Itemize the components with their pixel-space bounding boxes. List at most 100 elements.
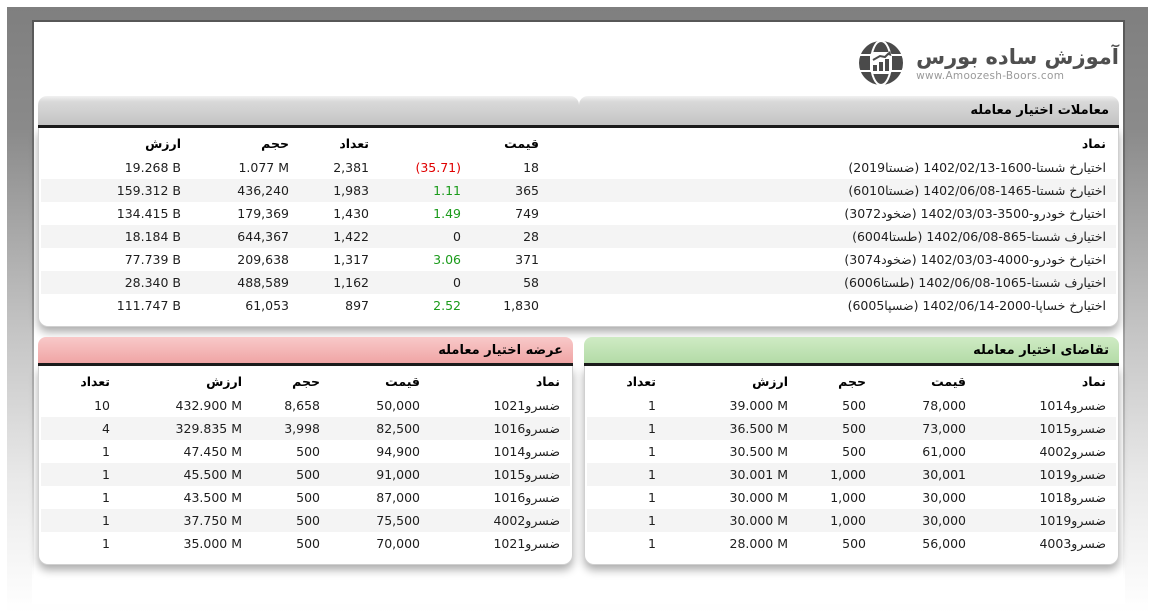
demand-panel-title: تقاضای اختیار معامله bbox=[973, 343, 1109, 358]
col-value: ارزش bbox=[145, 136, 181, 151]
col-volume: حجم bbox=[838, 374, 866, 389]
cell-price: 30,000 bbox=[876, 509, 976, 532]
cell-price: 58 bbox=[471, 271, 549, 294]
cell-count: 1 bbox=[41, 509, 120, 532]
cell-count: 1 bbox=[102, 490, 110, 505]
cell-volume: 644,367 bbox=[191, 225, 299, 248]
table-row: اختیارخ خساپا-2000-1402/06/14 (ضسپا6005)… bbox=[41, 294, 1116, 317]
cell-count: 1,430 bbox=[333, 206, 369, 221]
table-header-row: نماد قیمت تعداد حجم ارزش bbox=[41, 130, 1116, 156]
cell-value: 134.415 B bbox=[116, 206, 181, 221]
globe-chart-icon bbox=[856, 38, 906, 88]
cell-count: 1 bbox=[648, 444, 656, 459]
col-count: تعداد bbox=[80, 374, 110, 389]
cell-count: 1 bbox=[648, 398, 656, 413]
cell-volume: 500 bbox=[296, 444, 320, 459]
cell-count: 897 bbox=[345, 298, 369, 313]
table-row: اختیارخ شستا-1600-1402/02/13 (ضستا2019) 1… bbox=[41, 156, 1116, 179]
logo-title: آموزش ساده بورس bbox=[916, 44, 1119, 69]
cell-symbol: ضسرو1019 bbox=[976, 509, 1116, 532]
cell-value: 77.739 B bbox=[124, 252, 181, 267]
cell-value: 39.000 M bbox=[729, 398, 789, 413]
demand-panel-body: نماد قیمت حجم ارزش تعداد ضسرو1014 78,000 5… bbox=[584, 366, 1119, 565]
col-count: تعداد bbox=[626, 374, 656, 389]
cell-volume: 1.077 M bbox=[238, 160, 289, 175]
cell-volume: 500 bbox=[296, 536, 320, 551]
col-symbol: نماد bbox=[1081, 136, 1106, 151]
cell-volume: 500 bbox=[798, 417, 876, 440]
cell-count: 10 bbox=[94, 398, 110, 413]
cell-value: 28.000 M bbox=[729, 536, 789, 551]
table-row: اختیارخ خودرو-3500-1402/03/03 (ضخود3072)… bbox=[41, 202, 1116, 225]
cell-volume: 209,638 bbox=[237, 252, 289, 267]
cell-price: 87,000 bbox=[376, 490, 420, 505]
cell-price: 18 bbox=[523, 160, 539, 175]
cell-change: 0 bbox=[379, 271, 471, 294]
cell-value: 28.340 B bbox=[41, 271, 191, 294]
cell-volume: 61,053 bbox=[245, 298, 289, 313]
cell-price: 749 bbox=[515, 206, 539, 221]
supply-panel-body: نماد قیمت حجم ارزش تعداد ضسرو1021 50,000 8… bbox=[38, 366, 573, 565]
table-header-row: نماد قیمت حجم ارزش تعداد bbox=[587, 368, 1116, 394]
cell-volume: 500 bbox=[842, 536, 866, 551]
cell-count: 1,317 bbox=[333, 252, 369, 267]
cell-price: 82,500 bbox=[330, 417, 430, 440]
cell-volume: 488,589 bbox=[191, 271, 299, 294]
cell-symbol: اختیارف شستا-1065-1402/06/08 (طستا6006) bbox=[549, 271, 1116, 294]
cell-value: 47.450 M bbox=[183, 444, 243, 459]
col-price: قیمت bbox=[504, 136, 539, 151]
cell-symbol: ضسرو1021 bbox=[493, 398, 560, 413]
cell-symbol: اختیارف شستا-865-1402/06/08 (طستا6004) bbox=[549, 225, 1116, 248]
cell-price: 50,000 bbox=[376, 398, 420, 413]
cell-count: 1 bbox=[587, 463, 666, 486]
cell-count: 1,162 bbox=[299, 271, 379, 294]
cell-change: 1.11 bbox=[379, 179, 471, 202]
cell-symbol: ضسرو1018 bbox=[1039, 490, 1106, 505]
cell-price: 30,000 bbox=[922, 490, 966, 505]
supply-panel-header: عرضه اختیار معامله bbox=[38, 337, 573, 366]
cell-symbol: ضسرو4002 bbox=[430, 509, 570, 532]
col-volume: حجم bbox=[261, 136, 289, 151]
cell-volume: 500 bbox=[252, 463, 330, 486]
cell-symbol: ضسرو4003 bbox=[1039, 536, 1106, 551]
cell-change: 2.52 bbox=[433, 298, 461, 313]
page-card: آموزش ساده بورس www.Amoozesh-Boors.com م… bbox=[32, 20, 1125, 604]
cell-symbol: ضسرو1019 bbox=[976, 463, 1116, 486]
cell-value: 30.000 M bbox=[666, 509, 798, 532]
table-row: ضسرو4002 61,000 500 30.500 M 1 bbox=[587, 440, 1116, 463]
table-row: ضسرو4003 56,000 500 28.000 M 1 bbox=[587, 532, 1116, 555]
demand-panel: تقاضای اختیار معامله نماد قیمت حجم bbox=[584, 337, 1119, 565]
cell-symbol: ضسرو1016 bbox=[430, 417, 570, 440]
cell-symbol: اختیارخ شستا-1600-1402/02/13 (ضستا2019) bbox=[848, 160, 1106, 175]
cell-price: 28 bbox=[471, 225, 549, 248]
trades-header-tab-fill bbox=[38, 96, 579, 125]
cell-symbol: ضسرو1015 bbox=[976, 417, 1116, 440]
col-symbol: نماد bbox=[535, 374, 560, 389]
cell-value: 19.268 B bbox=[124, 160, 181, 175]
table-row: ضسرو1014 94,900 500 47.450 M 1 bbox=[41, 440, 570, 463]
cell-value: 18.184 B bbox=[41, 225, 191, 248]
cell-volume: 1,000 bbox=[830, 490, 866, 505]
cell-value: 111.747 B bbox=[116, 298, 181, 313]
cell-price: 73,000 bbox=[876, 417, 976, 440]
cell-volume: 500 bbox=[252, 509, 330, 532]
col-price: قیمت bbox=[385, 374, 420, 389]
table-row: اختیارف شستا-1065-1402/06/08 (طستا6006) 5… bbox=[41, 271, 1116, 294]
cell-symbol: ضسرو1014 bbox=[1039, 398, 1106, 413]
trades-panel-title: معاملات اختیار معامله bbox=[970, 103, 1109, 118]
cell-count: 1 bbox=[102, 444, 110, 459]
cell-symbol: ضسرو4002 bbox=[1039, 444, 1106, 459]
supply-panel-title: عرضه اختیار معامله bbox=[438, 343, 563, 358]
table-row: اختیارخ خودرو-4000-1402/03/03 (ضخود3074)… bbox=[41, 248, 1116, 271]
cell-symbol: ضسرو1014 bbox=[493, 444, 560, 459]
cell-symbol: اختیارخ خودرو-4000-1402/03/03 (ضخود3074) bbox=[844, 252, 1106, 267]
cell-volume: 3,998 bbox=[252, 417, 330, 440]
demand-table: نماد قیمت حجم ارزش تعداد ضسرو1014 78,000 5… bbox=[587, 368, 1116, 555]
cell-price: 91,000 bbox=[330, 463, 430, 486]
cell-volume: 500 bbox=[842, 398, 866, 413]
cell-value: 432.900 M bbox=[175, 398, 242, 413]
demand-panel-header: تقاضای اختیار معامله bbox=[584, 337, 1119, 366]
trades-table: نماد قیمت تعداد حجم ارزش اختیارخ شستا-16… bbox=[41, 130, 1116, 317]
